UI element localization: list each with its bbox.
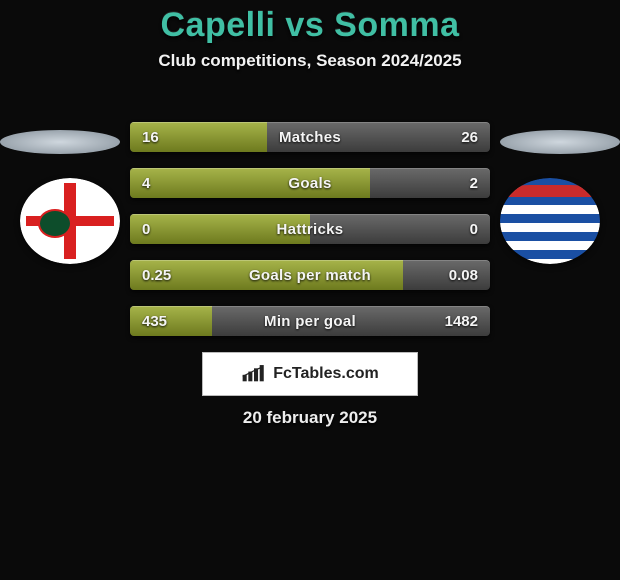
stats-rows: 16 Matches 26 4 Goals 2 0 Hattricks 0 0.… (130, 122, 490, 352)
stat-row: 0 Hattricks 0 (130, 214, 490, 244)
stat-label: Matches (130, 122, 490, 152)
stat-row: 16 Matches 26 (130, 122, 490, 152)
footer-date: 20 february 2025 (0, 408, 620, 428)
watermark[interactable]: FcTables.com (202, 352, 418, 396)
stat-label: Hattricks (130, 214, 490, 244)
stat-label: Goals (130, 168, 490, 198)
page-title: Capelli vs Somma (0, 6, 620, 45)
right-flag-ellipse (500, 130, 620, 154)
watermark-text: FcTables.com (273, 365, 379, 383)
left-flag-ellipse (0, 130, 120, 154)
stat-right-value: 26 (461, 122, 478, 152)
stat-right-value: 0 (470, 214, 478, 244)
stat-row: 0.25 Goals per match 0.08 (130, 260, 490, 290)
left-club-badge (20, 178, 120, 264)
stat-right-value: 1482 (445, 306, 478, 336)
right-club-badge (500, 178, 600, 264)
stat-row: 4 Goals 2 (130, 168, 490, 198)
stat-right-value: 2 (470, 168, 478, 198)
subtitle: Club competitions, Season 2024/2025 (0, 51, 620, 71)
stat-row: 435 Min per goal 1482 (130, 306, 490, 336)
comparison-card: Capelli vs Somma Club competitions, Seas… (0, 0, 620, 580)
stat-label: Min per goal (130, 306, 490, 336)
bar-chart-icon (241, 365, 267, 383)
stat-right-value: 0.08 (449, 260, 478, 290)
stat-label: Goals per match (130, 260, 490, 290)
